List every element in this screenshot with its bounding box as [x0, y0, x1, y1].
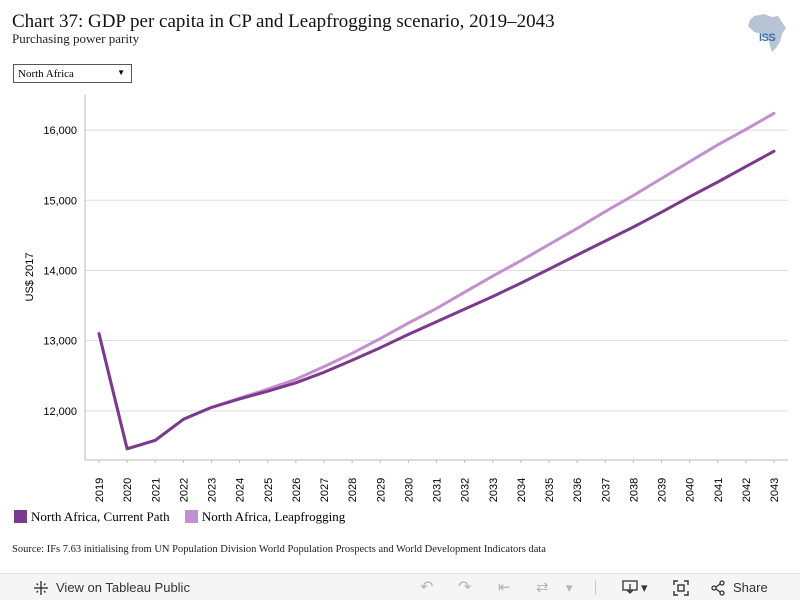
y-tick-label: 14,000 [43, 265, 77, 277]
x-tick-label: 2025 [263, 478, 275, 502]
y-tick-label: 13,000 [43, 336, 77, 348]
y-tick-label: 12,000 [43, 406, 77, 418]
region-filter-dropdown[interactable]: North Africa ▼ [13, 64, 132, 83]
x-tick-label: 2033 [488, 478, 500, 502]
download-icon[interactable] [622, 580, 638, 598]
legend-swatch-leapfrogging [184, 510, 198, 523]
x-tick-label: 2036 [572, 478, 584, 502]
x-tick-label: 2026 [291, 478, 303, 502]
y-tick-label: 15,000 [43, 195, 77, 207]
grid-layer [85, 129, 788, 412]
series-line-leapfrogging[interactable] [97, 111, 776, 451]
tableau-toolbar: View on Tableau Public ↶ ↷ ⇤ ⇄ ▾ ▾ Share [0, 573, 800, 600]
legend: North Africa, Current Path North Africa,… [14, 509, 357, 527]
x-tick-label: 2031 [432, 478, 444, 502]
source-note: Source: IFs 7.63 initialising from UN Po… [12, 544, 546, 555]
x-tick-label: 2021 [150, 478, 162, 502]
series-layer [97, 111, 776, 451]
x-tick-label: 2039 [657, 478, 669, 502]
x-tick-label: 2032 [460, 478, 472, 502]
y-axis-label: US$ 2017 [24, 253, 36, 302]
refresh-icon[interactable]: ⇄ [536, 579, 549, 596]
y-tick-labels: 12,000 13,000 14,000 15,000 16,000 [43, 125, 77, 418]
x-tick-label: 2019 [94, 478, 106, 502]
share-icon[interactable] [710, 580, 726, 599]
view-on-tableau-link[interactable]: View on Tableau Public [56, 580, 190, 595]
x-tick-label: 2022 [178, 478, 190, 502]
revert-icon[interactable]: ⇤ [498, 579, 511, 596]
refresh-caret-icon[interactable]: ▾ [566, 580, 573, 595]
x-tick-labels: 2019 2020 2021 2022 2023 2024 2025 2026 2027 2028… [94, 460, 781, 502]
x-tick-label: 2028 [347, 478, 359, 502]
series-line-current-path[interactable] [97, 149, 776, 451]
x-tick-label: 2037 [600, 478, 612, 502]
x-tick-label: 2042 [741, 478, 753, 502]
x-tick-label: 2043 [769, 478, 781, 502]
y-tick-label: 16,000 [43, 125, 77, 137]
x-tick-label: 2027 [319, 478, 331, 502]
legend-item-current-path[interactable]: North Africa, Current Path [14, 509, 170, 525]
x-tick-label: 2020 [122, 478, 134, 502]
x-tick-label: 2035 [544, 478, 556, 502]
x-tick-label: 2038 [628, 478, 640, 502]
x-tick-label: 2029 [375, 478, 387, 502]
download-caret-icon[interactable]: ▾ [641, 580, 648, 595]
fullscreen-icon[interactable] [673, 580, 689, 599]
logo-text: ISS [759, 32, 776, 44]
legend-swatch-current-path [14, 510, 27, 523]
legend-label-current-path: North Africa, Current Path [31, 509, 170, 524]
legend-label-leapfrogging: North Africa, Leapfrogging [201, 509, 346, 524]
chevron-down-icon: ▼ [117, 68, 125, 77]
share-button[interactable]: Share [733, 580, 768, 595]
x-tick-label: 2041 [713, 478, 725, 502]
africa-logo-icon [748, 14, 786, 52]
chart-title: Chart 37: GDP per capita in CP and Leapf… [12, 11, 555, 32]
redo-icon[interactable]: ↷ [458, 579, 472, 596]
x-tick-label: 2034 [516, 478, 528, 502]
legend-item-leapfrogging[interactable]: North Africa, Leapfrogging [184, 509, 346, 525]
x-tick-label: 2024 [235, 478, 247, 502]
x-tick-label: 2030 [403, 478, 415, 502]
x-tick-label: 2040 [685, 478, 697, 502]
tableau-logo-icon[interactable] [33, 580, 49, 599]
chart-subtitle: Purchasing power parity [12, 31, 140, 46]
region-filter-value: North Africa [18, 68, 74, 80]
toolbar-divider [595, 580, 596, 595]
x-tick-label: 2023 [207, 478, 219, 502]
undo-icon[interactable]: ↶ [420, 579, 434, 596]
